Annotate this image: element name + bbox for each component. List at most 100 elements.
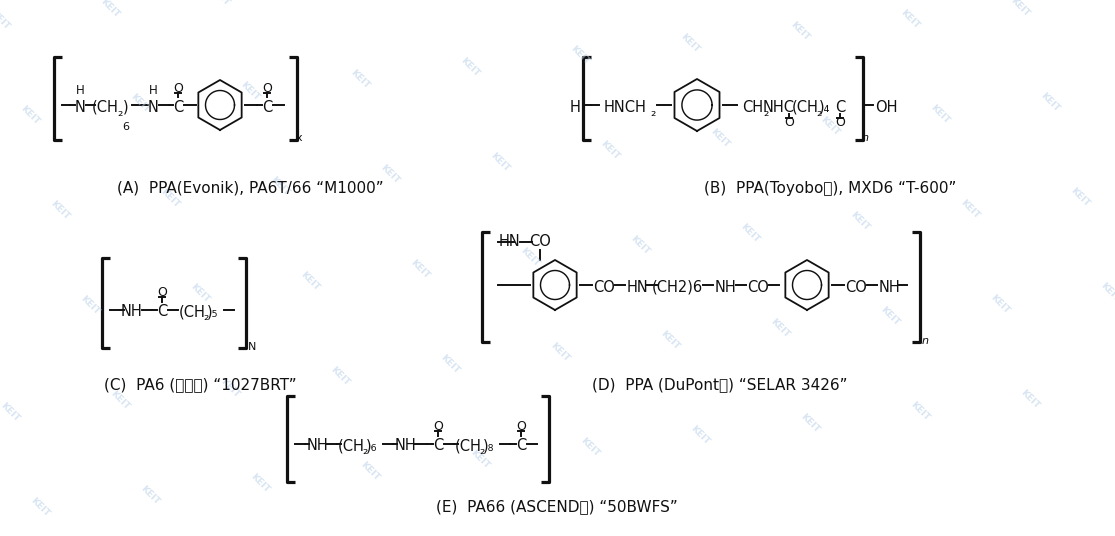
Text: )₆: )₆: [366, 438, 378, 453]
Text: (CH: (CH: [338, 438, 365, 453]
Text: KEIT: KEIT: [379, 163, 401, 185]
Text: KEIT: KEIT: [359, 460, 381, 482]
Text: C: C: [433, 438, 443, 453]
Text: NH: NH: [879, 279, 900, 294]
Text: H: H: [76, 85, 85, 98]
Text: HN: HN: [627, 279, 648, 294]
Text: KEIT: KEIT: [29, 496, 51, 518]
Text: KEIT: KEIT: [599, 139, 621, 161]
Text: NH: NH: [122, 304, 143, 319]
Text: KEIT: KEIT: [158, 187, 182, 209]
Text: ): ): [123, 100, 129, 115]
Text: KEIT: KEIT: [679, 32, 701, 54]
Text: KEIT: KEIT: [1019, 388, 1041, 410]
Text: KEIT: KEIT: [109, 389, 132, 411]
Text: KEIT: KEIT: [879, 305, 901, 327]
Text: O: O: [835, 116, 845, 130]
Text: CO: CO: [593, 279, 615, 294]
Text: ₂: ₂: [479, 444, 485, 458]
Text: KEIT: KEIT: [468, 448, 492, 470]
Text: NHC: NHC: [763, 100, 795, 115]
Text: n: n: [922, 336, 929, 346]
Text: (B)  PPA(Toyobo사), MXD6 “T-600”: (B) PPA(Toyobo사), MXD6 “T-600”: [704, 181, 957, 196]
Text: KEIT: KEIT: [849, 210, 871, 232]
Text: (D)  PPA (DuPont사) “SELAR 3426”: (D) PPA (DuPont사) “SELAR 3426”: [592, 377, 847, 392]
Text: (CH: (CH: [792, 100, 818, 115]
Text: KEIT: KEIT: [1098, 281, 1115, 303]
Text: (CH: (CH: [178, 304, 205, 319]
Text: KEIT: KEIT: [49, 199, 71, 221]
Text: (C)  PA6 (효성사) “1027BRT”: (C) PA6 (효성사) “1027BRT”: [104, 377, 297, 392]
Text: KEIT: KEIT: [518, 246, 541, 268]
Text: C: C: [262, 100, 272, 115]
Text: KEIT: KEIT: [579, 436, 601, 458]
Text: KEIT: KEIT: [79, 294, 101, 316]
Text: ₂: ₂: [650, 106, 656, 118]
Text: NH: NH: [307, 438, 328, 453]
Text: KEIT: KEIT: [239, 80, 261, 102]
Text: KEIT: KEIT: [269, 175, 291, 197]
Text: KEIT: KEIT: [19, 104, 41, 126]
Text: CH: CH: [743, 100, 764, 115]
Text: KEIT: KEIT: [709, 127, 731, 149]
Text: C: C: [157, 304, 167, 319]
Text: KEIT: KEIT: [549, 341, 571, 363]
Text: KEIT: KEIT: [788, 20, 812, 42]
Text: KEIT: KEIT: [249, 472, 271, 494]
Text: KEIT: KEIT: [768, 317, 792, 339]
Text: KEIT: KEIT: [629, 234, 651, 256]
Text: KEIT: KEIT: [329, 365, 351, 387]
Text: n: n: [862, 133, 869, 143]
Text: O: O: [433, 420, 443, 433]
Text: C: C: [516, 438, 526, 453]
Text: KEIT: KEIT: [569, 44, 591, 66]
Text: HNCH: HNCH: [603, 100, 647, 115]
Text: KEIT: KEIT: [349, 68, 371, 90]
Text: C: C: [835, 100, 845, 115]
Text: KEIT: KEIT: [798, 412, 822, 434]
Text: O: O: [157, 286, 167, 299]
Text: KEIT: KEIT: [409, 258, 432, 280]
Text: KEIT: KEIT: [1069, 186, 1092, 208]
Text: CO: CO: [747, 279, 769, 294]
Text: (A)  PPA(Evonik), PA6T/66 “M1000”: (A) PPA(Evonik), PA6T/66 “M1000”: [117, 181, 384, 196]
Text: KEIT: KEIT: [959, 198, 981, 220]
Text: ₂: ₂: [117, 106, 123, 118]
Text: KEIT: KEIT: [909, 400, 931, 422]
Text: KEIT: KEIT: [138, 484, 162, 506]
Text: (CH: (CH: [455, 438, 482, 453]
Text: O: O: [784, 116, 794, 130]
Text: NH: NH: [714, 279, 736, 294]
Text: )₈: )₈: [483, 438, 495, 453]
Text: ₂: ₂: [764, 106, 768, 118]
Text: )₅: )₅: [207, 304, 219, 319]
Text: KEIT: KEIT: [488, 151, 511, 173]
Text: KEIT: KEIT: [818, 115, 841, 137]
Text: OH: OH: [875, 100, 898, 115]
Text: KEIT: KEIT: [1039, 91, 1061, 113]
Text: H: H: [570, 100, 581, 115]
Text: H: H: [148, 85, 157, 98]
Text: x: x: [295, 133, 302, 143]
Text: N: N: [147, 100, 158, 115]
Text: (CH2)6: (CH2)6: [651, 279, 702, 294]
Text: ₂: ₂: [203, 310, 209, 324]
Text: KEIT: KEIT: [209, 0, 231, 7]
Text: O: O: [516, 420, 526, 433]
Text: KEIT: KEIT: [439, 353, 462, 375]
Text: KEIT: KEIT: [188, 282, 211, 304]
Text: KEIT: KEIT: [899, 8, 921, 30]
Text: KEIT: KEIT: [0, 9, 11, 31]
Text: (CH: (CH: [91, 100, 118, 115]
Text: KEIT: KEIT: [989, 293, 1011, 315]
Text: KEIT: KEIT: [299, 270, 321, 292]
Text: KEIT: KEIT: [659, 329, 681, 351]
Text: HN: HN: [498, 235, 520, 249]
Text: KEIT: KEIT: [219, 377, 241, 399]
Text: KEIT: KEIT: [458, 56, 482, 78]
Text: C: C: [173, 100, 183, 115]
Text: )₄: )₄: [820, 100, 831, 115]
Text: (E)  PA66 (ASCEND사) “50BWFS”: (E) PA66 (ASCEND사) “50BWFS”: [436, 500, 678, 515]
Text: N: N: [248, 342, 256, 352]
Text: KEIT: KEIT: [739, 222, 762, 244]
